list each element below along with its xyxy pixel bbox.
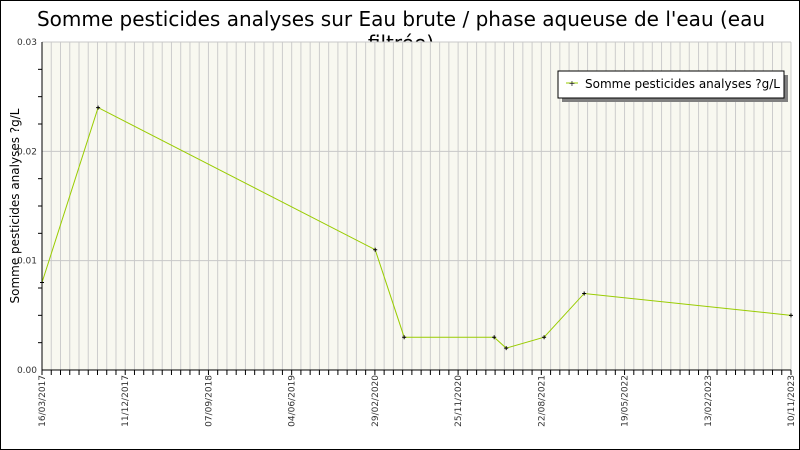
data-point: [542, 335, 547, 340]
y-axis-label: Somme pesticides analyses ?g/L: [8, 108, 22, 303]
data-point: [789, 313, 793, 318]
x-tick-label: 25/11/2020: [454, 375, 464, 427]
y-tick-label: 0.01: [17, 257, 37, 267]
grid: [41, 41, 792, 371]
legend: + Somme pesticides analyses ?g/L: [557, 70, 788, 102]
data-point: [40, 280, 44, 285]
data-point: [373, 247, 378, 252]
data-point: [402, 335, 407, 340]
x-tick-label: 11/12/2017: [121, 375, 131, 427]
x-tick-label: 10/11/2023: [787, 375, 797, 427]
x-tick-label: 22/08/2021: [537, 375, 547, 427]
legend-label: Somme pesticides analyses ?g/L: [585, 77, 780, 91]
x-tick-label: 19/05/2022: [621, 375, 631, 427]
legend-marker: +: [569, 79, 576, 88]
y-tick-label: 0.02: [17, 147, 37, 157]
y-tick-label: 0.00: [17, 366, 37, 376]
x-tick-label: 29/02/2020: [371, 375, 381, 427]
x-tick-label: 16/03/2017: [38, 375, 48, 427]
x-tick-label: 04/06/2019: [288, 375, 298, 427]
x-tick-label: 13/02/2023: [704, 375, 714, 427]
axes: [38, 42, 792, 375]
data-point: [504, 346, 509, 351]
data-point: [582, 291, 587, 296]
x-tick-label: 07/09/2018: [204, 375, 214, 427]
series: [40, 105, 793, 351]
y-tick-label: 0.03: [17, 38, 37, 48]
data-point: [492, 335, 497, 340]
tick-labels: 0.00 0.01 0.02 0.03 16/03/2017 11/12/2017 07/0…: [17, 38, 797, 427]
legend-box: [557, 70, 785, 99]
data-point: [96, 105, 101, 110]
